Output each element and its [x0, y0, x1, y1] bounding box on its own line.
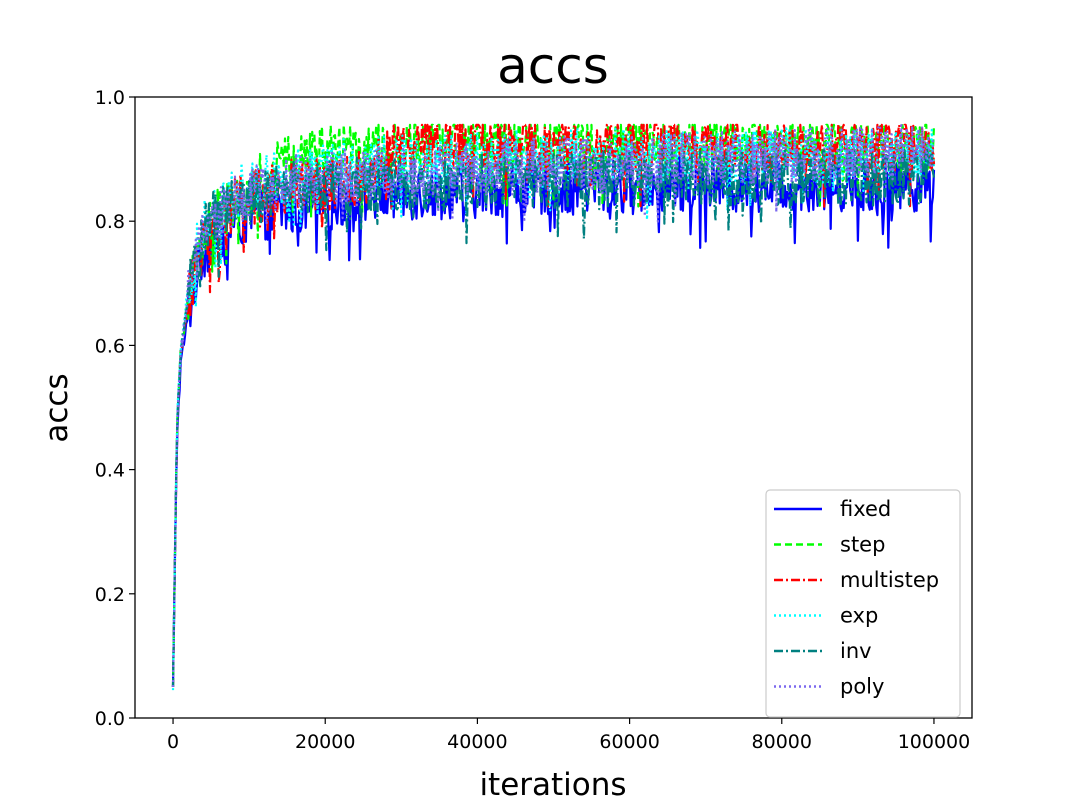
plot-area: [171, 123, 936, 691]
y-axis-label: accs: [39, 373, 75, 442]
y-tick-label: 0.2: [95, 584, 125, 606]
legend-label-multistep: multistep: [840, 568, 939, 592]
y-tick-label: 0.6: [95, 335, 125, 357]
x-tick-label: 40000: [447, 731, 507, 753]
series-line-inv: [171, 148, 936, 688]
x-tick-label: 20000: [295, 731, 355, 753]
legend-label-inv: inv: [840, 639, 872, 663]
x-tick-label: 0: [167, 731, 179, 753]
series-line-poly: [171, 124, 935, 688]
y-tick-label: 1.0: [95, 87, 125, 109]
x-axis: 0 20000 40000 60000 80000 100000: [167, 718, 970, 753]
x-tick-label: 80000: [752, 731, 812, 753]
legend-label-poly: poly: [840, 675, 884, 699]
chart-title: accs: [497, 37, 609, 95]
x-tick-label: 60000: [599, 731, 659, 753]
legend-label-step: step: [840, 533, 885, 557]
x-tick-label: 100000: [898, 731, 971, 753]
y-tick-label: 0.0: [95, 708, 125, 730]
y-tick-label: 0.4: [95, 460, 125, 482]
legend-label-exp: exp: [840, 604, 878, 628]
plot-frame: [134, 96, 973, 719]
x-axis-label: iterations: [479, 767, 626, 803]
y-axis: 0.0 0.2 0.4 0.6 0.8 1.0: [95, 87, 135, 730]
legend: fixed step multistep exp inv poly: [765, 489, 961, 718]
y-tick-label: 0.8: [95, 211, 125, 233]
legend-box: [765, 489, 961, 718]
legend-label-fixed: fixed: [840, 497, 891, 521]
